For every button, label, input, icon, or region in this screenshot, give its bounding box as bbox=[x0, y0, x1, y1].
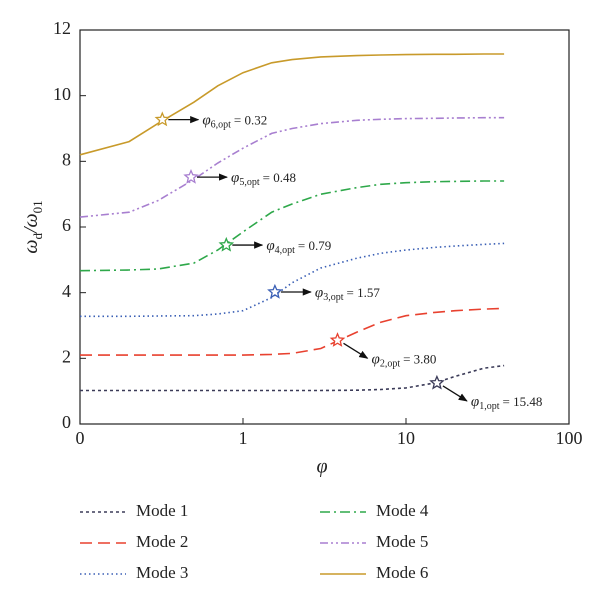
annotation-symbol: φ bbox=[372, 352, 380, 368]
legend-label: Mode 4 bbox=[376, 501, 429, 520]
optimum-star bbox=[183, 168, 199, 184]
annotation-subscript: 4,opt bbox=[275, 245, 296, 256]
annotation-symbol: φ bbox=[202, 113, 210, 129]
legend-label: Mode 6 bbox=[376, 563, 428, 582]
optimum-star bbox=[429, 374, 445, 390]
annotation-text: = 0.32 bbox=[234, 113, 267, 128]
legend-label: Mode 5 bbox=[376, 532, 428, 551]
annotation-label: φ3,opt = 1.57 bbox=[315, 285, 380, 303]
annotation-label: φ2,opt = 3.80 bbox=[372, 351, 437, 369]
y-tick-label: 6 bbox=[62, 215, 71, 235]
annotation-label: φ1,opt = 15.48 bbox=[471, 394, 542, 412]
optimum-star bbox=[329, 332, 346, 347]
y-tick-label: 8 bbox=[62, 149, 71, 169]
annotation-label: φ5,opt = 0.48 bbox=[231, 170, 296, 188]
annotation-subscript: 2,opt bbox=[380, 359, 401, 370]
y-label-part: 01 bbox=[30, 200, 45, 213]
series-line bbox=[79, 53, 505, 156]
annotation-symbol: φ bbox=[231, 171, 239, 187]
optimum-star bbox=[154, 111, 171, 127]
x-tick-label: 10 bbox=[397, 428, 415, 448]
annotation-arrow bbox=[343, 342, 369, 359]
annotation-symbol: φ bbox=[471, 394, 479, 410]
annotation-text: = 3.80 bbox=[403, 351, 436, 366]
series-line bbox=[79, 180, 505, 272]
annotation-symbol: φ bbox=[315, 285, 323, 301]
annotation-arrow bbox=[442, 385, 468, 402]
y-tick-label: 2 bbox=[62, 346, 71, 366]
annotation-text: = 0.48 bbox=[263, 170, 296, 185]
x-tick-label: 1 bbox=[239, 428, 248, 448]
x-tick-label: 100 bbox=[556, 428, 583, 448]
y-label-part: ω bbox=[20, 240, 42, 254]
y-label-part: /ω bbox=[20, 213, 42, 234]
y-label-part: d bbox=[30, 233, 45, 240]
y-axis-label: ωd/ω01 bbox=[20, 200, 46, 253]
legend-label: Mode 3 bbox=[136, 563, 188, 582]
annotation-label: φ6,opt = 0.32 bbox=[202, 113, 267, 131]
series-line bbox=[80, 242, 505, 318]
annotation-label: φ4,opt = 0.79 bbox=[266, 238, 331, 256]
annotation-subscript: 6,opt bbox=[211, 120, 232, 131]
y-tick-label: 12 bbox=[53, 18, 71, 38]
x-axis-label: φ bbox=[316, 456, 327, 478]
annotation-text: = 0.79 bbox=[298, 238, 331, 253]
y-tick-label: 0 bbox=[62, 412, 71, 432]
y-tick-label: 4 bbox=[62, 281, 71, 301]
series-line bbox=[79, 116, 505, 218]
annotation-subscript: 5,opt bbox=[239, 177, 260, 188]
optimum-star bbox=[267, 283, 283, 299]
series-line bbox=[80, 307, 505, 356]
y-tick-label: 10 bbox=[53, 84, 71, 104]
annotation-text: = 1.57 bbox=[347, 285, 381, 300]
annotation-subscript: 1,opt bbox=[479, 401, 500, 412]
plot-frame bbox=[79, 29, 570, 425]
annotation-subscript: 3,opt bbox=[323, 292, 344, 303]
annotation-text: = 15.48 bbox=[503, 394, 543, 409]
legend-label: Mode 1 bbox=[136, 501, 188, 520]
optimum-star bbox=[218, 236, 235, 252]
x-tick-label: 0 bbox=[76, 428, 85, 448]
annotation-symbol: φ bbox=[266, 238, 274, 254]
legend-label: Mode 2 bbox=[136, 532, 188, 551]
